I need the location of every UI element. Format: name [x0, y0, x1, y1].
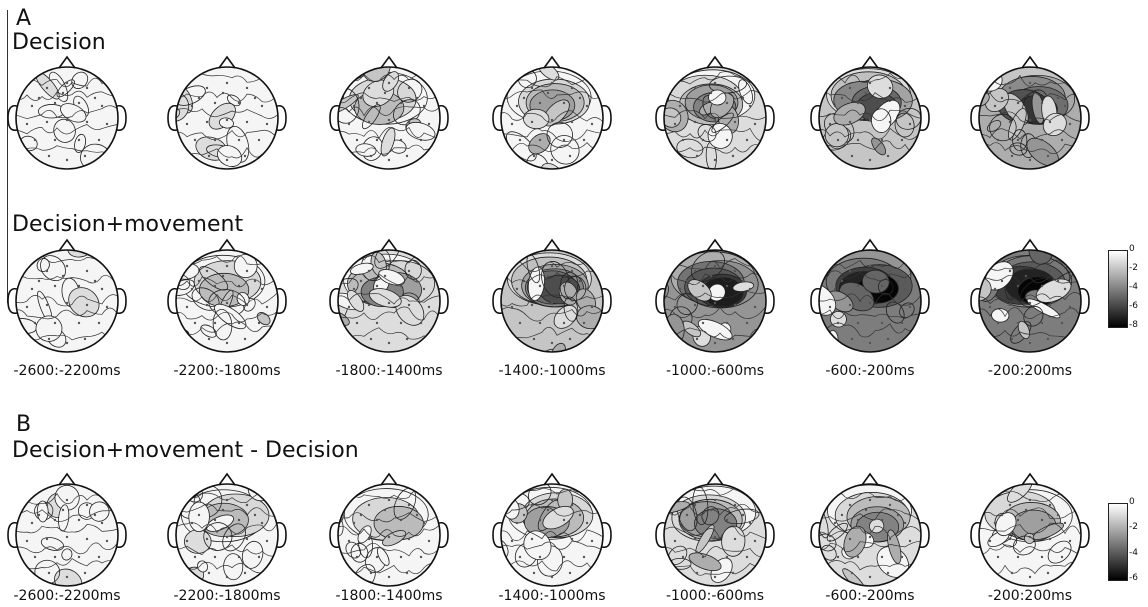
panel-a-time-label-6: -600:-200ms: [825, 363, 915, 379]
scalp-map-difference-7: [970, 472, 1090, 587]
colorbar-panel-b: [1108, 503, 1128, 581]
scalp-map-decision-movement-2: [167, 238, 287, 353]
panel-a-time-label-3: -1800:-1400ms: [335, 363, 443, 379]
colorbar-tick-label: -2: [1129, 263, 1138, 273]
panel-b-time-label-1: -2600:-2200ms: [13, 588, 121, 604]
panel-a-time-label-5: -1000:-600ms: [665, 363, 765, 379]
scalp-map-decision-6: [810, 55, 930, 170]
panel-a-divider-line: [7, 10, 8, 303]
panel-a-time-label-2: -2200:-1800ms: [173, 363, 281, 379]
panel-a-time-label-7: -200:200ms: [987, 363, 1073, 379]
scalp-map-difference-6: [810, 472, 930, 587]
scalp-map-decision-movement-6: [810, 238, 930, 353]
scalp-map-decision-5: [655, 55, 775, 170]
colorbar-tick-label: -2: [1129, 522, 1138, 533]
panel-a-time-label-1: -2600:-2200ms: [13, 363, 121, 379]
scalp-map-decision-movement-4: [492, 238, 612, 353]
panel-b-time-label-7: -200:200ms: [987, 588, 1073, 604]
scalp-map-decision-movement-1: [7, 238, 127, 353]
scalp-map-decision-movement-3: [329, 238, 449, 353]
row-title-difference: Decision+movement - Decision: [12, 438, 359, 463]
scalp-map-decision-movement-7: [970, 238, 1090, 353]
colorbar-tick-label: 0: [1129, 497, 1135, 507]
panel-b-time-label-5: -1000:-600ms: [665, 588, 765, 604]
scalp-map-difference-2: [167, 472, 287, 587]
panel-a-letter: A: [16, 6, 32, 31]
colorbar-panel-a: [1108, 250, 1128, 328]
colorbar-tick-label: 0: [1129, 244, 1135, 254]
colorbar-tick-label: -8: [1129, 320, 1138, 330]
scalp-map-difference-3: [329, 472, 449, 587]
scalp-map-decision-4: [492, 55, 612, 170]
panel-b-time-label-4: -1400:-1000ms: [498, 588, 606, 604]
scalp-map-decision-7: [970, 55, 1090, 170]
row-title-decision: Decision: [12, 30, 106, 55]
panel-a-time-label-4: -1400:-1000ms: [498, 363, 606, 379]
panel-b-letter: B: [16, 412, 32, 437]
scalp-map-decision-1: [7, 55, 127, 170]
scalp-map-decision-2: [167, 55, 287, 170]
scalp-map-difference-1: [7, 472, 127, 587]
colorbar-tick-label: -4: [1129, 282, 1138, 292]
panel-b-time-label-6: -600:-200ms: [825, 588, 915, 604]
panel-b-time-label-2: -2200:-1800ms: [173, 588, 281, 604]
row-title-decision-movement: Decision+movement: [12, 212, 244, 237]
scalp-map-decision-3: [329, 55, 449, 170]
panel-b-time-label-3: -1800:-1400ms: [335, 588, 443, 604]
scalp-map-difference-4: [492, 472, 612, 587]
colorbar-tick-label: -6: [1129, 573, 1138, 583]
colorbar-tick-label: -4: [1129, 547, 1138, 558]
scalp-map-decision-movement-5: [655, 238, 775, 353]
colorbar-tick-label: -6: [1129, 301, 1138, 311]
scalp-map-difference-5: [655, 472, 775, 587]
